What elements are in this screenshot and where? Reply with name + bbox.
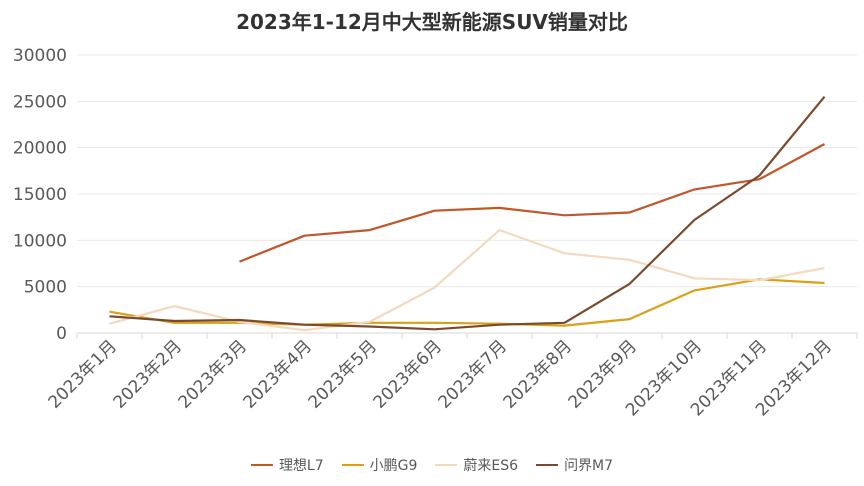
legend-item: 蔚来ES6 — [435, 455, 518, 475]
legend-label: 问界M7 — [564, 458, 614, 474]
y-tick-label: 0 — [56, 324, 67, 344]
y-tick-label: 10000 — [13, 231, 67, 251]
legend-swatch — [435, 464, 458, 466]
y-tick-label: 30000 — [13, 46, 67, 66]
y-tick-label: 20000 — [13, 139, 67, 159]
x-tick-label: 2023年7月 — [435, 336, 511, 412]
legend-item: 理想L7 — [250, 455, 324, 475]
series-line-蔚来ES6 — [109, 229, 825, 332]
legend-item: 问界M7 — [536, 455, 613, 475]
legend-swatch — [536, 464, 559, 466]
y-tick-label: 15000 — [13, 185, 67, 205]
chart-title: 2023年1-12月中大型新能源SUV销量对比 — [236, 10, 628, 34]
y-tick-label: 25000 — [13, 92, 67, 112]
x-tick-label: 2023年3月 — [175, 336, 251, 412]
y-tick-label: 5000 — [24, 278, 67, 298]
legend-item: 小鹏G9 — [341, 455, 418, 475]
series-line-问界M7 — [109, 96, 826, 331]
x-tick-label: 2023年2月 — [110, 336, 186, 412]
legend-label: 小鹏G9 — [369, 458, 418, 474]
legend-swatch — [250, 464, 273, 466]
legend: 理想L7 小鹏G9 蔚来ES6 问界M7 — [0, 455, 864, 475]
x-tick-label: 2023年6月 — [370, 336, 446, 412]
x-tick-label: 2023年5月 — [305, 336, 381, 412]
legend-label: 蔚来ES6 — [463, 458, 519, 474]
legend-swatch — [341, 464, 364, 466]
series-line-小鹏G9 — [109, 278, 825, 327]
x-tick-label: 2023年1月 — [45, 336, 121, 412]
series-line-理想L7 — [239, 143, 826, 263]
x-tick-label: 2023年4月 — [240, 336, 316, 412]
legend-label: 理想L7 — [278, 458, 324, 474]
x-tick-label: 2023年8月 — [500, 336, 576, 412]
